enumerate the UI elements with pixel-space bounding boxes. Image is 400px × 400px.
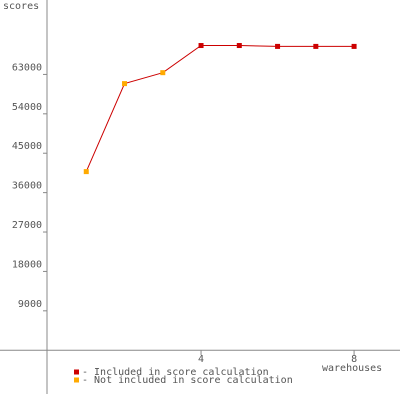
marker <box>83 169 89 175</box>
marker <box>275 43 281 49</box>
y-tick-label: 27000 <box>12 220 42 231</box>
x-axis-label: warehouses <box>322 363 382 374</box>
marker <box>351 43 357 49</box>
legend-label: - Included in score calculation <box>82 367 269 378</box>
legend-swatch <box>74 377 79 383</box>
y-axis-label: scores <box>3 1 39 12</box>
marker <box>236 43 242 49</box>
x-tick-label: 8 <box>351 354 357 365</box>
y-tick-label: 54000 <box>12 102 42 113</box>
legend-swatch <box>74 369 79 375</box>
y-tick-label: 18000 <box>12 259 42 270</box>
marker <box>313 43 319 49</box>
marker <box>122 81 128 87</box>
legend-label: - Not included in score calculation <box>82 375 293 386</box>
marker <box>160 70 166 76</box>
line <box>85 45 355 172</box>
y-tick-label: 63000 <box>12 62 42 73</box>
y-tick-label: 45000 <box>12 141 42 152</box>
y-tick-label: 9000 <box>18 299 42 310</box>
y-tick-label: 36000 <box>12 181 42 192</box>
x-tick-label: 4 <box>198 354 204 365</box>
marker <box>198 43 204 49</box>
